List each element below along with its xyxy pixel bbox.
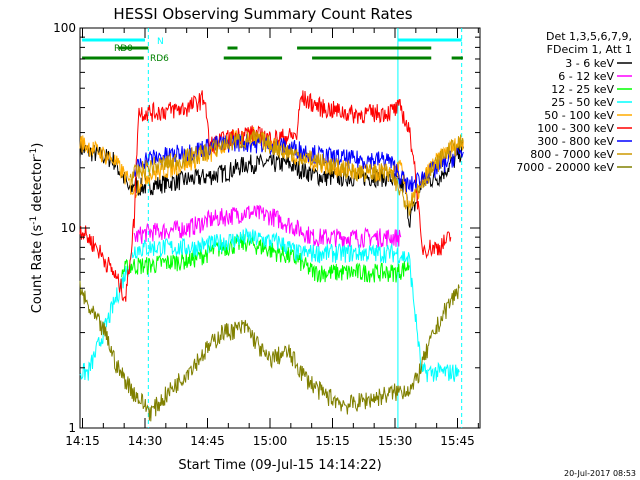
series-line [79,126,464,210]
series-line [79,227,460,383]
x-tick-label: 14:30 [128,434,163,448]
x-axis-ticks: 14:15 14:30 14:45 15:00 15:15 15:30 15:45 [65,28,479,448]
x-tick-label: 15:15 [315,434,350,448]
legend-label: 300 - 800 keV [537,135,614,148]
series-line [79,280,460,422]
x-tick-label: 14:15 [65,434,100,448]
x-tick-label: 15:45 [440,434,475,448]
legend-label: 800 - 7000 keV [530,148,614,161]
x-axis-label: Start Time (09-Jul-15 14:14:22) [178,458,381,473]
y-label-sup1: -1 [29,216,39,225]
y-label-mid: detector [30,156,45,216]
legend-label: 12 - 25 keV [551,83,614,96]
y-label-main: Count Rate (s [30,225,45,314]
y-label-sup2: -1 [29,148,39,157]
y-label-end: ) [30,143,45,148]
legend-label: 50 - 100 keV [544,109,614,122]
x-tick-label: 14:45 [190,434,225,448]
timestamp: 20-Jul-2017 08:53 [564,469,636,478]
y-axis-ticks: 1 10 100 [53,21,480,435]
x-tick-label: 15:30 [378,434,413,448]
x-tick-label: 15:00 [253,434,288,448]
y-axis-label: Count Rate (s-1 detector-1) [29,143,45,314]
y-tick-label: 10 [61,221,76,235]
series-group [79,90,464,422]
legend-label: 7000 - 20000 keV [516,161,614,174]
legend-label: 25 - 50 keV [551,96,614,109]
y-tick-label: 1 [68,421,76,435]
series-line [133,204,402,249]
flag-label-rd0: RD0 [114,44,133,54]
chart-title: HESSI Observing Summary Count Rates [113,5,412,23]
legend-header-line1: Det 1,3,5,6,7,9, [546,30,632,43]
flag-bars: N RD0 RD6 [82,37,463,64]
flag-label-rd6: RD6 [150,54,169,64]
legend-label: 3 - 6 keV [565,57,614,70]
legend-label: 100 - 300 keV [537,122,614,135]
legend-header-line2: FDecim 1, Att 1 [547,43,632,56]
legend-label: 6 - 12 keV [558,70,614,83]
series-line [129,129,464,218]
y-tick-label: 100 [53,21,76,35]
series-line [121,234,410,283]
legend: Det 1,3,5,6,7,9, FDecim 1, Att 1 3 - 6 k… [516,30,632,174]
flag-label-n: N [157,37,164,47]
